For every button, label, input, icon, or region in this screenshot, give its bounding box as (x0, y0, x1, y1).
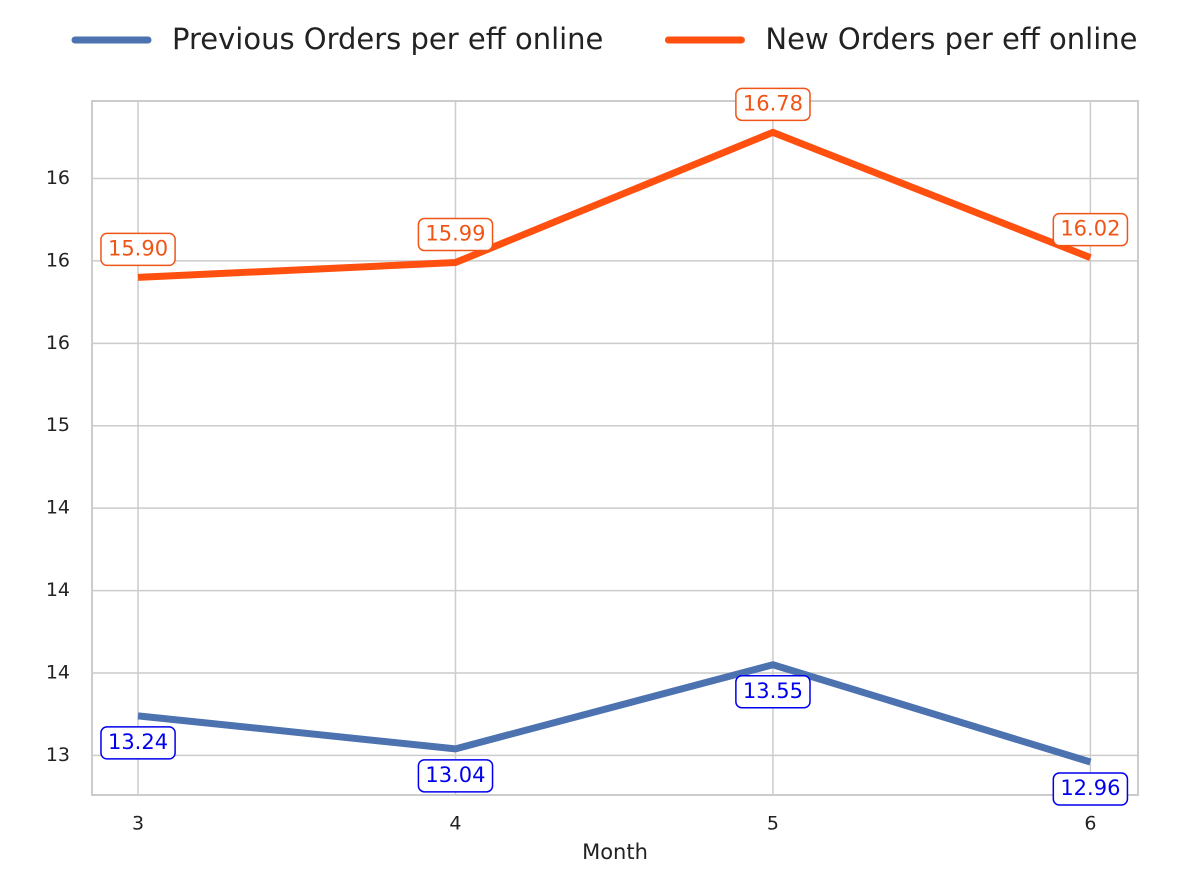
x-tick-label: 3 (132, 813, 144, 835)
y-tick-label: 16 (46, 249, 70, 271)
x-tick-label: 4 (449, 813, 461, 835)
data-label-text: 13.24 (108, 730, 168, 754)
data-label: 13.55 (735, 675, 811, 709)
data-label-text: 16.78 (743, 91, 803, 115)
series-line (137, 128, 1092, 281)
y-tick-label: 13 (46, 744, 70, 766)
data-label-text: 13.04 (425, 763, 485, 787)
data-label-text: 15.99 (425, 222, 485, 246)
x-tick-label: 5 (767, 813, 779, 835)
data-label: 15.99 (417, 217, 494, 252)
y-tick-label: 14 (46, 579, 70, 601)
data-label-box (1052, 772, 1129, 806)
data-label-box (417, 217, 494, 252)
legend-label: Previous Orders per eff online (172, 22, 603, 56)
legend-label: New Orders per eff online (765, 22, 1137, 56)
x-axis-label: Month (582, 840, 648, 864)
y-tick-label: 16 (46, 167, 70, 189)
data-label-box (100, 726, 176, 760)
data-label-text: 16.02 (1060, 217, 1120, 241)
data-label-text: 13.55 (743, 679, 803, 703)
data-label: 12.96 (1052, 772, 1129, 806)
data-label: 16.78 (735, 87, 811, 122)
y-tick-label: 14 (46, 662, 70, 684)
series-line (137, 661, 1092, 766)
y-tick-label: 16 (46, 332, 70, 354)
data-label: 16.02 (1052, 212, 1129, 247)
data-label: 13.24 (100, 726, 176, 760)
y-tick-label: 14 (46, 497, 70, 519)
data-label-text: 12.96 (1060, 776, 1120, 800)
data-label: 13.04 (417, 759, 494, 793)
data-label-box (417, 759, 494, 793)
y-tick-label: 15 (46, 414, 70, 436)
data-label-text: 15.90 (108, 236, 168, 260)
data-label-box (735, 87, 811, 122)
data-label-box (100, 232, 176, 267)
x-tick-label: 6 (1084, 813, 1096, 835)
plot-frame (91, 100, 1139, 796)
data-label-box (1052, 212, 1129, 247)
data-label-box (735, 675, 811, 709)
data-label: 15.90 (100, 232, 176, 267)
